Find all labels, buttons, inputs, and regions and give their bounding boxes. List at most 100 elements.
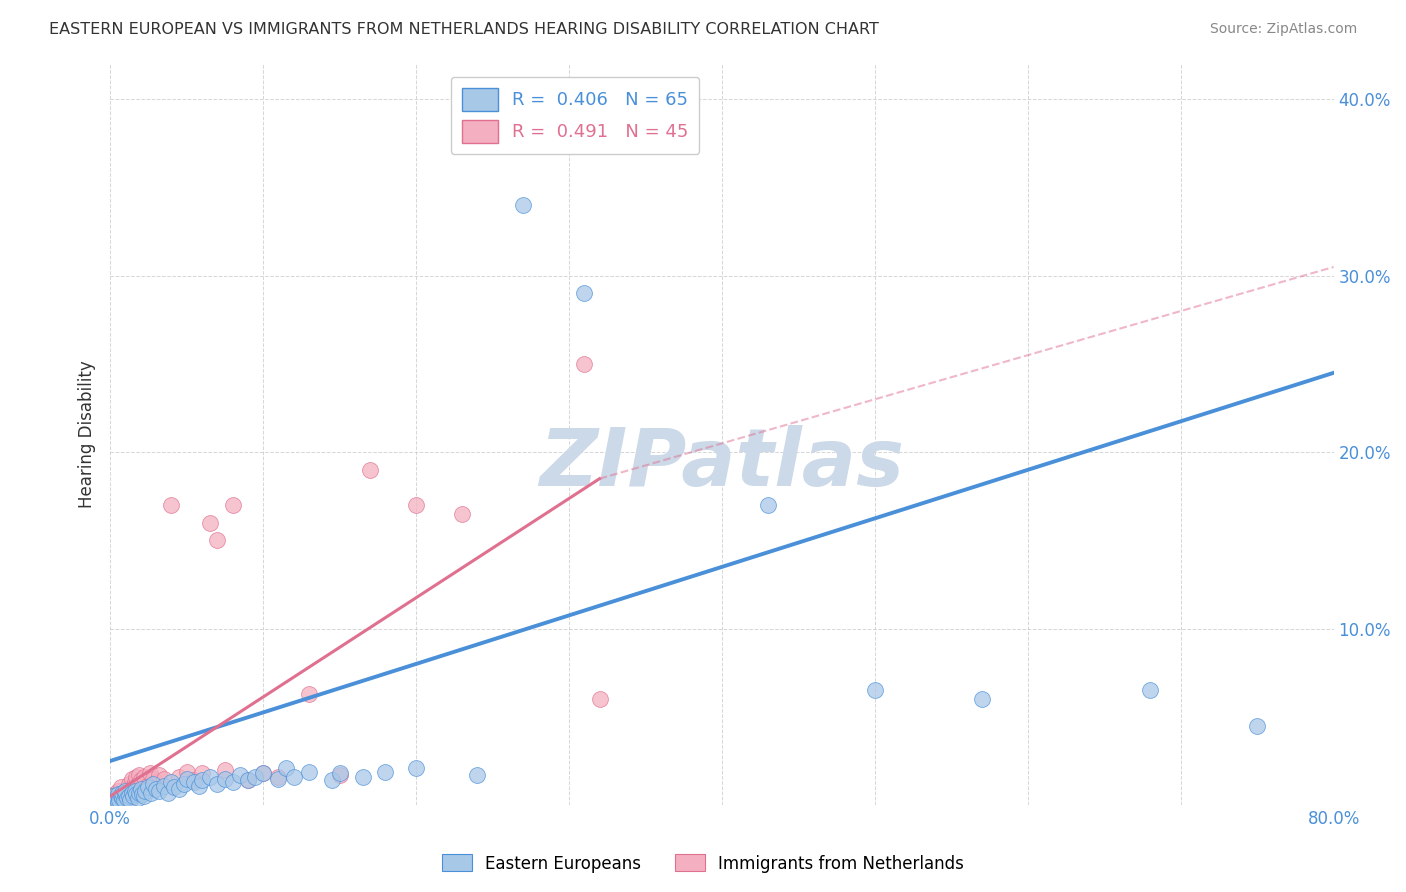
Point: [135, 779, 157, 793]
Point: [124, 775, 146, 789]
Point: [148, 784, 170, 798]
Point: [111, 788, 134, 802]
Point: [205, 777, 228, 791]
Text: Source: ZipAtlas.com: Source: ZipAtlas.com: [1209, 22, 1357, 37]
Point: [108, 793, 131, 807]
Point: [252, 766, 274, 780]
Point: [117, 789, 139, 804]
Point: [451, 507, 474, 521]
Point: [142, 772, 165, 786]
Point: [117, 777, 139, 791]
Point: [127, 791, 149, 805]
Point: [176, 772, 198, 786]
Point: [114, 786, 136, 800]
Point: [283, 770, 305, 784]
Point: [152, 772, 174, 786]
Point: [160, 498, 183, 512]
Point: [111, 791, 134, 805]
Point: [236, 773, 259, 788]
Text: EASTERN EUROPEAN VS IMMIGRANTS FROM NETHERLANDS HEARING DISABILITY CORRELATION C: EASTERN EUROPEAN VS IMMIGRANTS FROM NETH…: [49, 22, 879, 37]
Point: [167, 782, 190, 797]
Point: [574, 286, 596, 301]
Point: [131, 788, 153, 802]
Point: [252, 766, 274, 780]
Point: [122, 789, 145, 804]
Point: [970, 692, 993, 706]
Point: [110, 789, 132, 804]
Point: [183, 773, 205, 788]
Point: [405, 761, 427, 775]
Point: [112, 791, 135, 805]
Point: [191, 773, 214, 788]
Point: [129, 782, 152, 797]
Point: [267, 770, 290, 784]
Legend: R =  0.406   N = 65, R =  0.491   N = 45: R = 0.406 N = 65, R = 0.491 N = 45: [451, 77, 699, 154]
Point: [245, 770, 267, 784]
Point: [118, 793, 141, 807]
Point: [229, 768, 252, 782]
Point: [274, 761, 297, 775]
Point: [118, 784, 141, 798]
Point: [756, 498, 779, 512]
Point: [221, 498, 243, 512]
Point: [298, 764, 321, 779]
Point: [108, 789, 131, 804]
Point: [352, 770, 374, 784]
Point: [160, 775, 183, 789]
Point: [104, 793, 127, 807]
Point: [121, 786, 143, 800]
Point: [110, 780, 132, 795]
Point: [129, 773, 152, 788]
Point: [125, 770, 148, 784]
Point: [157, 786, 180, 800]
Point: [329, 766, 352, 780]
Point: [198, 516, 221, 530]
Point: [148, 768, 170, 782]
Point: [124, 784, 146, 798]
Point: [176, 764, 198, 779]
Point: [104, 788, 127, 802]
Point: [221, 775, 243, 789]
Point: [329, 768, 352, 782]
Point: [128, 768, 150, 782]
Point: [298, 687, 321, 701]
Point: [214, 772, 236, 786]
Point: [142, 777, 165, 791]
Point: [359, 463, 381, 477]
Point: [115, 782, 138, 797]
Point: [111, 786, 134, 800]
Text: ZIPatlas: ZIPatlas: [540, 425, 904, 503]
Point: [152, 779, 174, 793]
Point: [141, 786, 163, 800]
Point: [132, 789, 155, 804]
Point: [107, 784, 129, 798]
Point: [115, 791, 138, 805]
Point: [132, 770, 155, 784]
Point: [127, 777, 149, 791]
Point: [114, 788, 136, 802]
Point: [267, 772, 290, 786]
Point: [103, 791, 125, 805]
Point: [134, 784, 156, 798]
Point: [1139, 683, 1161, 698]
Point: [105, 793, 128, 807]
Point: [114, 784, 136, 798]
Point: [236, 773, 259, 788]
Point: [191, 766, 214, 780]
Point: [107, 788, 129, 802]
Point: [465, 768, 488, 782]
Point: [138, 780, 160, 795]
Point: [105, 791, 128, 805]
Point: [205, 533, 228, 548]
Point: [125, 788, 148, 802]
Point: [167, 770, 190, 784]
Point: [112, 793, 135, 807]
Point: [173, 777, 195, 791]
Point: [145, 775, 167, 789]
Point: [374, 764, 396, 779]
Point: [321, 773, 343, 788]
Point: [128, 786, 150, 800]
Point: [198, 770, 221, 784]
Legend: Eastern Europeans, Immigrants from Netherlands: Eastern Europeans, Immigrants from Nethe…: [436, 847, 970, 880]
Point: [214, 763, 236, 777]
